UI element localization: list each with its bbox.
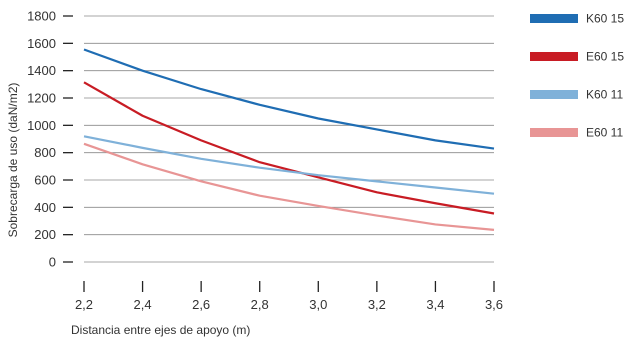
y-tick-label: 1400 bbox=[27, 63, 56, 78]
grid-lines bbox=[84, 15, 494, 263]
x-tick-label: 2,6 bbox=[192, 297, 210, 312]
y-tick-label: 800 bbox=[34, 145, 56, 160]
legend-swatch bbox=[530, 128, 578, 137]
x-tick-label: 2,8 bbox=[251, 297, 269, 312]
x-tick-label: 3,6 bbox=[485, 297, 503, 312]
y-axis-ticks: 0 200 400 600 800 1000 1200 1400 1600 1800 bbox=[27, 9, 73, 270]
series-line-4 bbox=[83, 142, 495, 231]
legend-swatch bbox=[530, 14, 578, 23]
series-line-1 bbox=[83, 48, 495, 150]
legend-swatch bbox=[530, 52, 578, 61]
y-axis-title: Sobrecarga de uso (daN/m2) bbox=[6, 83, 20, 238]
y-tick-label: 1600 bbox=[27, 36, 56, 51]
series-line-2 bbox=[83, 81, 495, 215]
legend: K60 15 E60 15 K60 11 E60 11 bbox=[530, 12, 624, 140]
y-tick-label: 200 bbox=[34, 227, 56, 242]
series-lines bbox=[83, 48, 495, 231]
legend-swatch bbox=[530, 90, 578, 99]
y-tick-label: 1200 bbox=[27, 91, 56, 106]
legend-label: E60 11 bbox=[586, 126, 623, 140]
y-tick-label: 600 bbox=[34, 173, 56, 188]
legend-label: K60 15 bbox=[586, 12, 624, 26]
y-tick-label: 400 bbox=[34, 200, 56, 215]
legend-label: K60 11 bbox=[586, 88, 623, 102]
x-axis-title: Distancia entre ejes de apoyo (m) bbox=[71, 323, 250, 337]
y-tick-label: 1000 bbox=[27, 118, 56, 133]
x-tick-label: 3,0 bbox=[309, 297, 327, 312]
x-tick-label: 3,4 bbox=[426, 297, 444, 312]
x-tick-label: 2,4 bbox=[134, 297, 152, 312]
legend-label: E60 15 bbox=[586, 50, 624, 64]
y-tick-label: 0 bbox=[49, 255, 56, 270]
x-axis: 2,2 2,4 2,6 2,8 3,0 3,2 3,4 3,6 bbox=[75, 281, 503, 312]
x-tick-label: 2,2 bbox=[75, 297, 93, 312]
y-tick-label: 1800 bbox=[27, 9, 56, 24]
x-tick-label: 3,2 bbox=[368, 297, 386, 312]
series-line-3 bbox=[83, 135, 495, 195]
